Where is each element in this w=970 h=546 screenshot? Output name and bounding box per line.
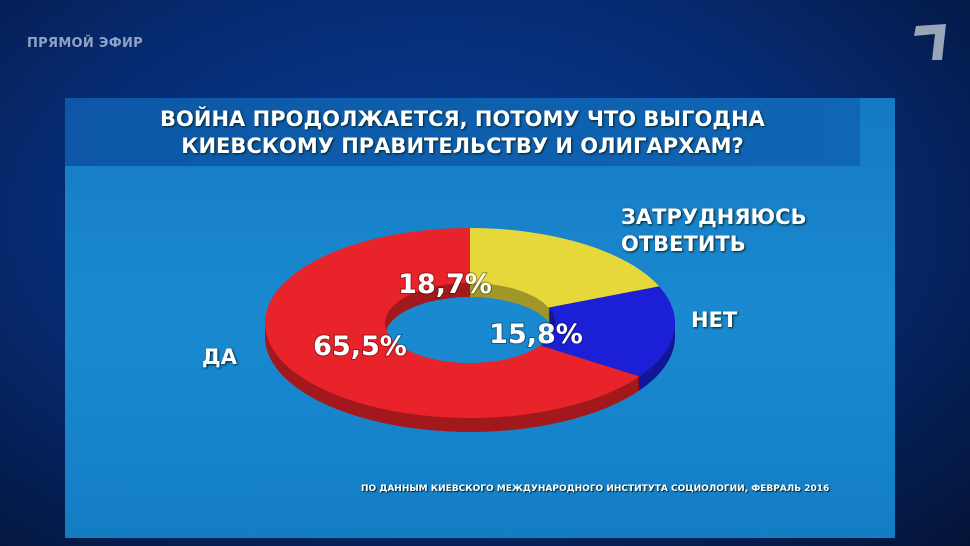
source-note: ПО ДАННЫМ КИЕВСКОГО МЕЖДУНАРОДНОГО ИНСТИ…: [361, 484, 830, 494]
chart-panel: ВОЙНА ПРОДОЛЖАЕТСЯ, ПОТОМУ ЧТО ВЫГОДНА К…: [65, 98, 895, 538]
channel-one-logo-icon: [914, 24, 946, 60]
donut-slice-1: [540, 286, 675, 377]
slice-value-label: 15,8%: [489, 319, 583, 350]
title-bar: ВОЙНА ПРОДОЛЖАЕТСЯ, ПОТОМУ ЧТО ВЫГОДНА К…: [65, 98, 860, 166]
title-line-2: КИЕВСКОМУ ПРАВИТЕЛЬСТВУ И ОЛИГАРХАМ?: [181, 134, 744, 158]
legend-label-yes: ДА: [202, 345, 237, 369]
slice-value-label: 18,7%: [398, 269, 492, 300]
chart-title: ВОЙНА ПРОДОЛЖАЕТСЯ, ПОТОМУ ЧТО ВЫГОДНА К…: [65, 106, 860, 160]
label-line: ЗАТРУДНЯЮСЬ: [621, 205, 807, 229]
title-line-1: ВОЙНА ПРОДОЛЖАЕТСЯ, ПОТОМУ ЧТО ВЫГОДНА: [160, 107, 765, 131]
legend-label-no: НЕТ: [691, 308, 738, 332]
donut-slice-2: [265, 227, 640, 418]
live-broadcast-label: ПРЯМОЙ ЭФИР: [27, 36, 143, 51]
donut-chart: 18,7% 15,8% 65,5%: [265, 227, 675, 432]
slice-value-label: 65,5%: [313, 331, 407, 362]
donut-slice-0: [470, 228, 660, 308]
label-line: ОТВЕТИТЬ: [621, 232, 746, 256]
legend-label-undecided: ЗАТРУДНЯЮСЬ ОТВЕТИТЬ: [621, 204, 807, 258]
